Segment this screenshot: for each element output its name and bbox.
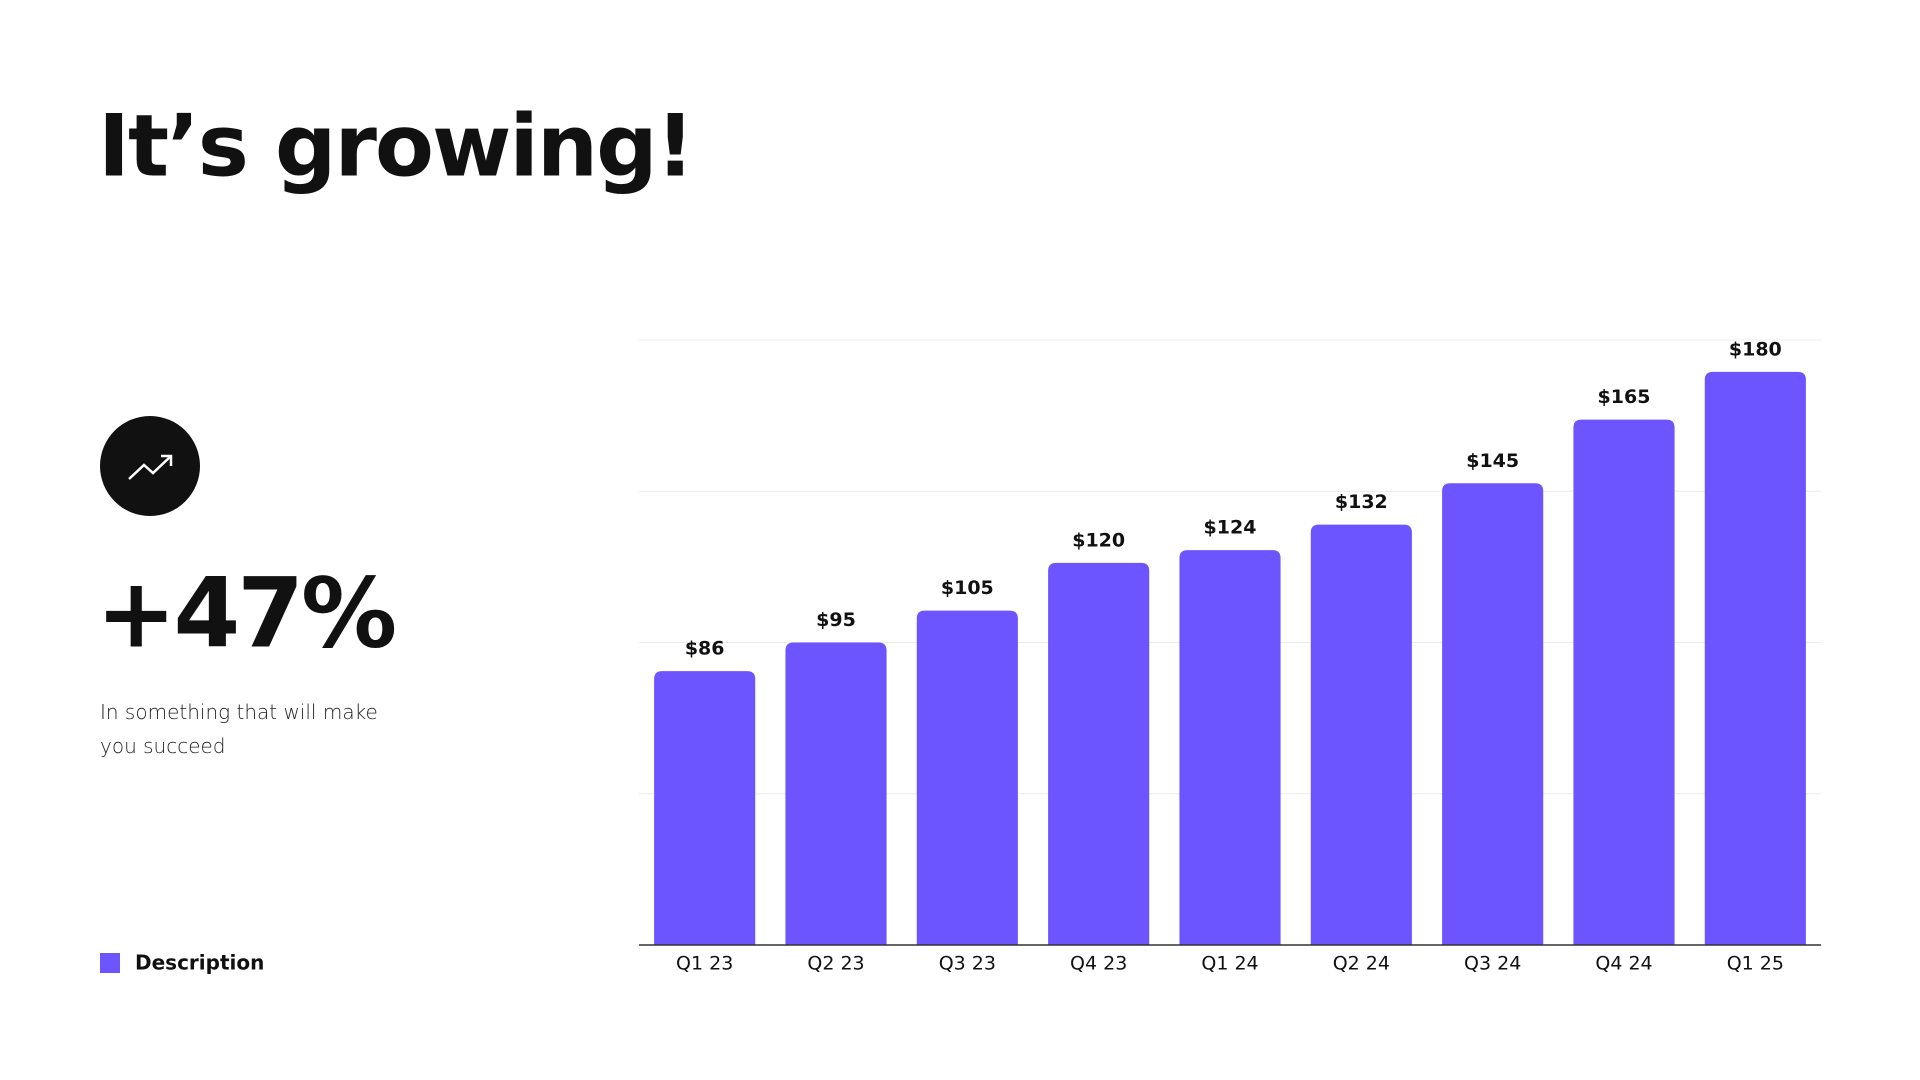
bar (916, 610, 1018, 945)
chart: $86 $95 $105 $120 $124 $132 $145 $165 $180 Descri… (100, 338, 1821, 975)
x-tick-label: Q4 23 (1070, 953, 1127, 975)
value-label: $95 (816, 609, 856, 631)
kpi-stat: +47% (96, 557, 395, 669)
bar (1048, 562, 1150, 945)
bar (1179, 550, 1281, 945)
kpi-text: In something that will make you succeed (100, 700, 378, 758)
bar (1573, 419, 1675, 946)
value-label: $145 (1466, 450, 1519, 472)
bar (1310, 524, 1412, 945)
trend-icon (128, 455, 172, 480)
value-label: $132 (1335, 491, 1388, 513)
x-tick-label: Q2 23 (807, 953, 864, 975)
value-label: $86 (685, 638, 725, 660)
value-label: $124 (1204, 517, 1257, 539)
x-tick-label: Q4 24 (1595, 953, 1652, 975)
value-label: $180 (1729, 338, 1782, 360)
value-label: $120 (1072, 529, 1125, 551)
value-label: $165 (1598, 386, 1651, 408)
slide-title: It’s growing! (98, 96, 693, 196)
trend-icon-arrow (161, 454, 173, 466)
bar (1442, 483, 1544, 945)
kpi-text-box: In something that will make you succeed (100, 700, 378, 758)
x-tick-label: Q2 24 (1333, 953, 1390, 975)
x-tick-label: Q3 24 (1464, 953, 1521, 975)
x-tick-label: Q1 24 (1201, 953, 1258, 975)
bar (785, 642, 887, 945)
legend-swatch (100, 953, 120, 973)
x-tick-label: Q1 25 (1727, 953, 1784, 975)
legend-label: Description (135, 951, 264, 975)
bar (1704, 371, 1806, 945)
x-tick-label: Q3 23 (939, 953, 996, 975)
bar (654, 671, 756, 945)
value-label: $105 (941, 577, 994, 599)
x-tick-label: Q1 23 (676, 953, 733, 975)
trend-icon-bg (100, 416, 200, 516)
